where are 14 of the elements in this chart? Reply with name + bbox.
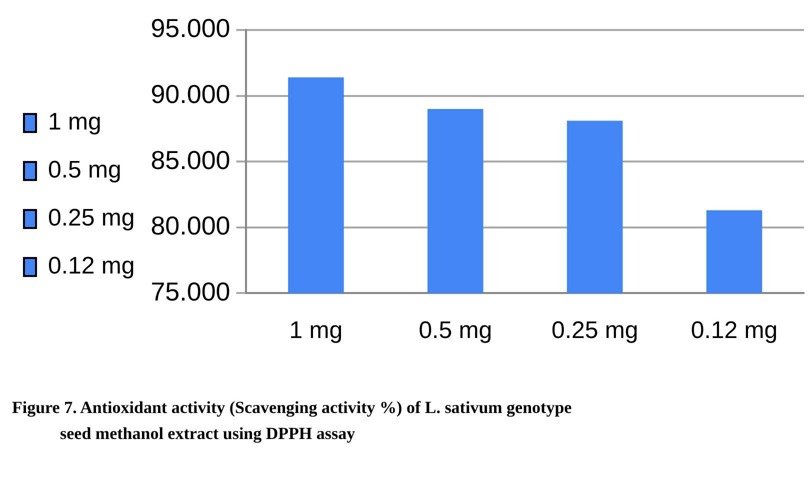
legend-label: 1 mg [48, 108, 102, 136]
y-tick-label: 95.000 [150, 13, 230, 44]
caption: Figure 7. Antioxidant activity (Scavenging activity %) of L. sativum genotype seed methanol extract using DPPH assay [12, 397, 573, 445]
y-tick-label: 75.000 [150, 276, 230, 306]
x-tick-label: 0.5 mg [418, 317, 492, 344]
legend-label: 0.25 mg [48, 204, 135, 232]
y-tick-label: 85.000 [150, 144, 230, 175]
legend-label: 0.5 mg [48, 156, 122, 184]
x-tick-label: 0.12 mg [690, 317, 778, 344]
y-tick-label: 90.000 [150, 78, 230, 109]
y-tick-label: 80.000 [150, 210, 230, 241]
x-tick-label: 1 mg [289, 317, 343, 344]
legend-label: 0.12 mg [48, 252, 135, 280]
x-tick-label: 0.25 mg [551, 317, 638, 344]
